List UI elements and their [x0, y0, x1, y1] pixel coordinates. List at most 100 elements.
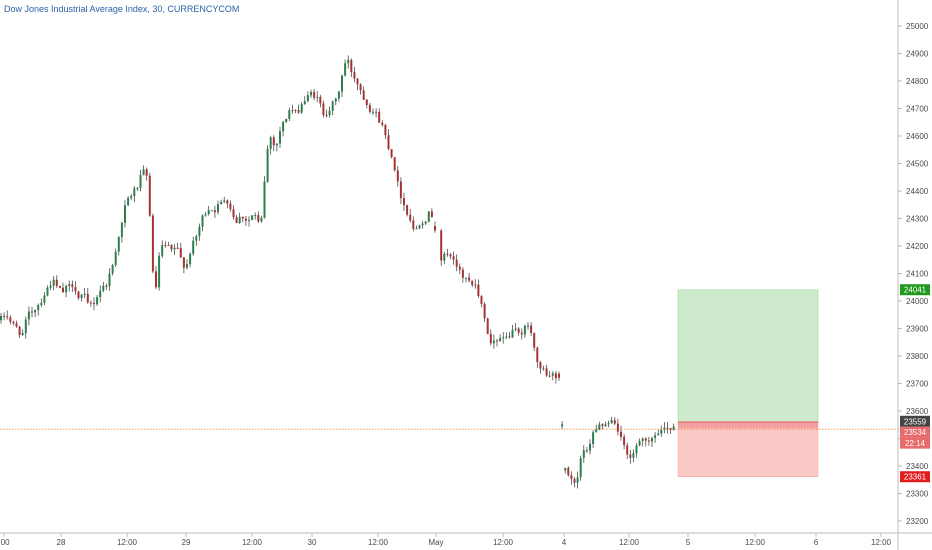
time-tick-label: 12:00: [619, 538, 640, 547]
candle-body: [198, 226, 201, 237]
candle-body: [297, 110, 300, 113]
price-tick-label: 24600: [906, 132, 929, 141]
candle-body: [148, 175, 151, 216]
candle-body: [15, 323, 18, 327]
countdown-badge: [900, 437, 930, 449]
candle-body: [151, 215, 154, 272]
candle-body: [390, 149, 393, 158]
candle-body: [313, 91, 316, 98]
candle-body: [167, 245, 170, 247]
candle-body: [331, 101, 334, 111]
candle-body: [458, 266, 461, 270]
price-tick-label: 24100: [906, 270, 929, 279]
price-tick-label: 24300: [906, 215, 929, 224]
price-tick-label: 24800: [906, 77, 929, 86]
candle-body: [0, 315, 2, 321]
candle-body: [102, 285, 105, 291]
candle-body: [282, 122, 285, 132]
candle-body: [511, 330, 514, 338]
candle-body: [626, 445, 629, 455]
candle-body: [43, 295, 46, 303]
stop-price-badge-label: 23361: [904, 473, 927, 482]
candle-body: [12, 321, 15, 324]
candle-body: [189, 253, 192, 265]
candle-body: [468, 277, 471, 281]
candle-body: [502, 337, 505, 339]
candle-body: [403, 197, 405, 206]
time-tick-label: 12:00: [745, 538, 766, 547]
candle-body: [117, 237, 120, 252]
candle-body: [629, 454, 632, 458]
candle-body: [527, 325, 529, 327]
candle-body: [558, 373, 560, 378]
candle-body: [663, 427, 666, 430]
candle-body: [226, 200, 229, 204]
time-tick-label: 12:00: [242, 538, 263, 547]
candle-body: [548, 375, 551, 377]
candle-body: [539, 362, 542, 369]
candle-body: [207, 210, 210, 215]
price-tick-label: 24400: [906, 187, 929, 196]
candle-body: [480, 296, 483, 304]
candle-body: [18, 326, 21, 336]
price-axis[interactable]: 25000 24900 24800 24700 24600 24500 24400 24300…: [898, 22, 929, 526]
candle-body: [62, 287, 64, 293]
candle-body: [58, 285, 61, 288]
candle-body: [3, 315, 6, 317]
candle-body: [161, 245, 164, 256]
candle-body: [263, 181, 266, 218]
candle-body: [68, 284, 71, 286]
candle-body: [660, 429, 663, 434]
candle-body: [182, 257, 185, 268]
candle-body: [347, 60, 350, 64]
candle-body: [71, 284, 74, 288]
price-tick-label: 24200: [906, 242, 929, 251]
candle-body: [375, 111, 378, 113]
candle-body: [251, 215, 254, 220]
last-price-badge-label: 23534: [904, 428, 927, 437]
candle-body: [486, 318, 489, 334]
candle-body: [666, 427, 669, 429]
candle-body: [334, 98, 337, 102]
candle-body: [192, 240, 195, 254]
candle-body: [651, 438, 653, 442]
candle-body: [517, 328, 520, 333]
candle-body: [204, 214, 207, 216]
price-tick-label: 23900: [906, 325, 929, 334]
time-tick-label: May: [428, 538, 443, 547]
candle-body: [427, 211, 430, 222]
candle-body: [223, 200, 226, 202]
candle-body: [195, 236, 198, 241]
candlesticks: [0, 55, 675, 489]
candle-body: [576, 477, 579, 483]
time-axis[interactable]: :00 28 12:00 29 12:00 30 12:00 May 12:00 4 12:00 5 1…: [0, 533, 892, 547]
candle-body: [300, 104, 303, 113]
time-tick-label: 5: [686, 538, 691, 547]
candle-body: [415, 228, 418, 230]
candle-body: [238, 216, 241, 224]
candle-body: [6, 316, 9, 318]
candle-body: [65, 285, 68, 293]
candle-body: [632, 453, 635, 458]
candle-body: [235, 217, 238, 224]
profit-zone[interactable]: [677, 289, 819, 423]
candle-body: [105, 285, 108, 287]
candle-body: [362, 90, 365, 100]
price-tick-label: 23400: [906, 462, 929, 471]
candle-body: [477, 284, 480, 297]
candle-body: [434, 226, 436, 231]
candle-body: [446, 253, 449, 255]
candle-body: [133, 188, 136, 197]
long-position-tool[interactable]: [677, 289, 819, 477]
candle-body: [471, 280, 474, 285]
time-tick-label: 6: [814, 538, 819, 547]
price-tick-label: 24500: [906, 160, 929, 169]
candle-body: [114, 251, 117, 266]
candle-body: [508, 336, 511, 338]
time-tick-label: 12:00: [117, 538, 138, 547]
loss-zone[interactable]: [677, 422, 819, 477]
candle-body: [381, 122, 384, 125]
candle-body: [499, 338, 502, 342]
candle-body: [96, 297, 99, 305]
